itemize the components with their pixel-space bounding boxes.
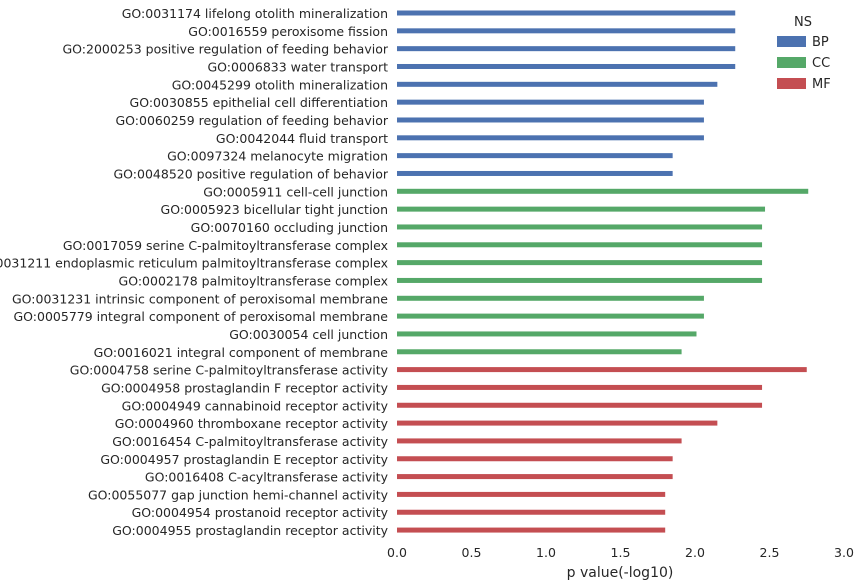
x-ticks-group: 0.0 0.5 1.0 1.5 2.0 2.5 3.0 (387, 545, 854, 560)
category-label: GO:0042044 fluid transport (216, 131, 388, 146)
bar-mf (397, 438, 682, 444)
bar-mf (397, 384, 763, 390)
bar-mf (397, 420, 718, 426)
category-label: GO:0060259 regulation of feeding behavio… (115, 113, 388, 128)
bar-mf (397, 456, 673, 462)
bars-group (397, 10, 809, 533)
bar-cc (397, 224, 763, 230)
bar-bp (397, 46, 736, 52)
x-tick-label: 2.5 (760, 545, 780, 560)
category-labels-group: GO:0031174 lifelong otolith mineralizati… (0, 6, 389, 538)
legend-label-cc: CC (812, 56, 830, 71)
legend-title: NS (794, 15, 812, 30)
category-label: GO:0004960 thromboxane receptor activity (115, 416, 389, 431)
bar-cc (397, 331, 697, 337)
x-tick-label: 3.0 (834, 545, 854, 560)
category-label: GO:0016454 C-palmitoyltransferase activi… (112, 434, 388, 449)
bar-bp (397, 28, 736, 34)
bar-mf (397, 402, 763, 408)
category-label: GO:0004955 prostaglandin receptor activi… (112, 523, 388, 538)
bar-bp (397, 170, 673, 176)
bar-bp (397, 63, 736, 69)
category-label: GO:0031174 lifelong otolith mineralizati… (122, 6, 388, 21)
legend-swatch-cc (777, 57, 806, 68)
legend-swatch-mf (777, 78, 806, 89)
bar-cc (397, 313, 704, 319)
bar-cc (397, 349, 682, 355)
category-label: GO:0004958 prostaglandin F receptor acti… (101, 380, 389, 395)
legend-swatch-bp (777, 36, 806, 47)
bar-bp (397, 117, 704, 123)
category-label: GO:0005911 cell-cell junction (203, 184, 388, 199)
bar-cc (397, 242, 763, 248)
category-label: GO:0055077 gap junction hemi-channel act… (88, 487, 389, 502)
bar-cc (397, 206, 766, 212)
bar-mf (397, 491, 666, 497)
bar-bp (397, 153, 673, 159)
category-label: GO:0005779 integral component of peroxis… (14, 309, 389, 324)
category-label: GO:0030855 epithelial cell differentiati… (130, 95, 388, 110)
category-label: GO:0045299 otolith mineralization (172, 77, 388, 92)
bar-bp (397, 135, 704, 141)
category-label: GO:2000253 positive regulation of feedin… (62, 42, 388, 57)
category-label: GO:0031211 endoplasmic reticulum palmito… (0, 256, 388, 271)
x-tick-label: 2.0 (685, 545, 705, 560)
category-label: GO:0016559 peroxisome fission (188, 24, 388, 39)
category-label: GO:0070160 occluding junction (191, 220, 388, 235)
category-label: GO:0097324 melanocyte migration (167, 149, 388, 164)
category-label: GO:0002178 palmitoyltransferase complex (119, 273, 388, 288)
category-label: GO:0017059 serine C-palmitoyltransferase… (63, 238, 388, 253)
bar-bp (397, 99, 704, 105)
x-tick-label: 1.5 (611, 545, 631, 560)
x-tick-label: 0.0 (387, 545, 407, 560)
category-label: GO:0004949 cannabinoid receptor activity (122, 398, 389, 413)
bar-mf (397, 367, 807, 373)
bar-bp (397, 10, 736, 16)
bar-mf (397, 527, 666, 533)
category-label: GO:0004957 prostaglandin E receptor acti… (100, 452, 388, 467)
category-label: GO:0006833 water transport (207, 59, 388, 74)
bar-mf (397, 509, 666, 515)
category-label: GO:0016408 C-acyltransferase activity (145, 470, 389, 485)
bar-cc (397, 277, 763, 283)
legend-label-mf: MF (812, 77, 831, 92)
bar-cc (397, 260, 763, 266)
category-label: GO:0030054 cell junction (229, 327, 388, 342)
x-axis-label: p value(-log10) (567, 565, 674, 581)
bar-mf (397, 474, 673, 480)
x-tick-label: 1.0 (536, 545, 556, 560)
category-label: GO:0004758 serine C-palmitoyltransferase… (70, 363, 389, 378)
x-tick-label: 0.5 (462, 545, 482, 560)
category-label: GO:0016021 integral component of membran… (94, 345, 389, 360)
category-label: GO:0005923 bicellular tight junction (161, 202, 388, 217)
legend-label-bp: BP (812, 35, 829, 50)
category-label: GO:0004954 prostanoid receptor activity (132, 505, 389, 520)
legend: NS BP CC MF (777, 15, 831, 92)
category-label: GO:0048520 positive regulation of behavi… (113, 166, 388, 181)
bar-cc (397, 188, 809, 194)
category-label: GO:0031231 intrinsic component of peroxi… (12, 291, 388, 306)
bar-bp (397, 81, 718, 87)
bar-cc (397, 295, 704, 301)
